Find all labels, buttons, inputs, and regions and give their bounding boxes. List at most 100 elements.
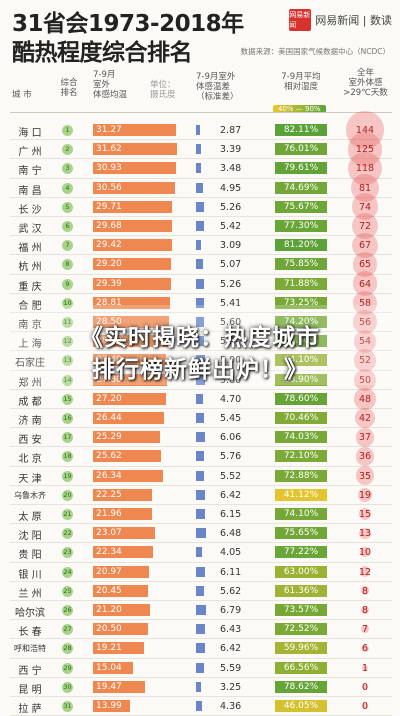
header-temp: 7-9月 室外 体感均温 [93,70,128,100]
city-name: 长 沙 [18,204,42,216]
temp-value: 30.93 [96,163,122,174]
row-separator [10,523,392,525]
humidity-cell: 74.10% [275,508,327,520]
row-separator [10,408,392,409]
city-name: 天 津 [18,473,42,485]
city-name: 贵 阳 [18,550,42,562]
sd-bar [196,701,203,711]
city-name: 海 口 [18,128,42,139]
sd-bar [196,470,205,481]
city-name: 沈 阳 [18,531,42,543]
sd-bar [196,509,205,519]
temp-value: 31.62 [96,144,122,155]
days-circle [346,111,384,149]
rank-badge: 14 [62,374,73,386]
title-line-2: 酷热程度综合排名 [12,40,193,66]
days-value: 54 [358,336,372,348]
sd-bar [196,317,205,327]
days-circle [359,566,371,577]
temp-bar: 31.27 [93,124,177,136]
temp-bar: 29.71 [93,200,173,213]
city-name: 哈尔滨 [15,608,45,619]
days-value: 56 [358,317,372,328]
sd-value: 4.95 [220,182,242,194]
rank-badge: 3 [62,163,73,175]
temp-value: 29.68 [96,221,122,231]
row-separator [10,369,392,371]
days-value: 58 [358,297,372,309]
sd-value: 6.79 [220,605,242,616]
row-separator [10,427,392,429]
temp-value: 31.27 [96,125,122,135]
rank-badge: 26 [62,605,73,616]
sd-bar [196,413,204,423]
days-value: 7 [361,624,369,636]
days-value: 118 [355,163,375,175]
banner-line-2: 排行榜新鲜出炉！》 [92,357,308,383]
temp-value: 25.62 [96,451,122,462]
row-separator [10,139,392,141]
city-name: 重 庆 [18,281,42,293]
humidity-cell: 75.65% [275,527,327,540]
sd-value: 5.52 [220,470,242,482]
temp-bar: 13.99 [93,700,131,712]
sd-value: 5.26 [220,278,242,290]
temp-value: 29.20 [96,259,122,270]
row-separator [10,196,392,198]
sd-bar [196,643,206,654]
temp-bar: 20.50 [93,623,148,636]
sd-value: 6.42 [220,489,242,501]
sd-value: 3.09 [220,240,242,252]
humidity-cell: 73.57% [275,604,327,616]
city-name: 广 州 [18,147,42,159]
header-rank: 综合 排名 [60,78,78,98]
days-value: 125 [355,144,375,156]
temp-bar: 21.20 [93,604,150,616]
brand-logo-icon: 网易新闻 [289,9,312,31]
days-circle [354,368,376,391]
sd-value: 4.36 [220,701,242,712]
days-value: 67 [358,240,372,252]
row-separator [10,388,392,390]
row-separator [10,254,392,256]
sd-value: 3.39 [220,144,242,156]
humidity-cell: 70.46% [275,412,327,424]
city-name: 呼和浩特 [14,644,46,654]
temp-bar: 29.39 [93,277,172,290]
row-separator [10,292,392,294]
days-value: 6 [361,643,369,655]
temp-bar: 26.34 [93,469,164,482]
humidity-cell: 74.69% [275,181,327,194]
days-value: 50 [358,374,372,386]
sd-bar [196,489,206,500]
city-name: 太 原 [18,512,42,523]
days-circle [362,703,368,709]
city-name: 成 都 [18,396,42,408]
temp-value: 29.71 [96,201,122,212]
days-circle [351,212,379,240]
header-city: 城 市 [12,90,32,100]
header-divider [10,112,392,113]
row-separator [10,561,392,563]
rank-badge: 1 [62,125,73,136]
temp-bar: 19.21 [93,642,145,655]
rank-badge: 10 [62,297,73,309]
sd-bar [196,585,205,596]
rank-badge: 18 [62,451,73,463]
temp-bar: 20.97 [93,565,149,578]
rank-badge: 24 [62,566,73,578]
humidity-cell: 78.60% [275,392,327,405]
days-value: 35 [358,470,372,482]
city-name: 郑 州 [18,377,42,389]
rank-badge: 6 [62,221,73,232]
city-name: 武 汉 [18,224,42,235]
temp-bar: 26.44 [93,412,164,424]
rank-badge: 9 [62,278,73,290]
rank-badge: 16 [62,413,73,424]
temp-bar: 20.45 [93,584,148,597]
rank-badge: 12 [62,336,73,348]
temp-value: 20.50 [96,624,122,635]
days-value: 48 [358,393,372,405]
temp-value: 26.34 [96,470,122,481]
days-circle [348,151,382,186]
